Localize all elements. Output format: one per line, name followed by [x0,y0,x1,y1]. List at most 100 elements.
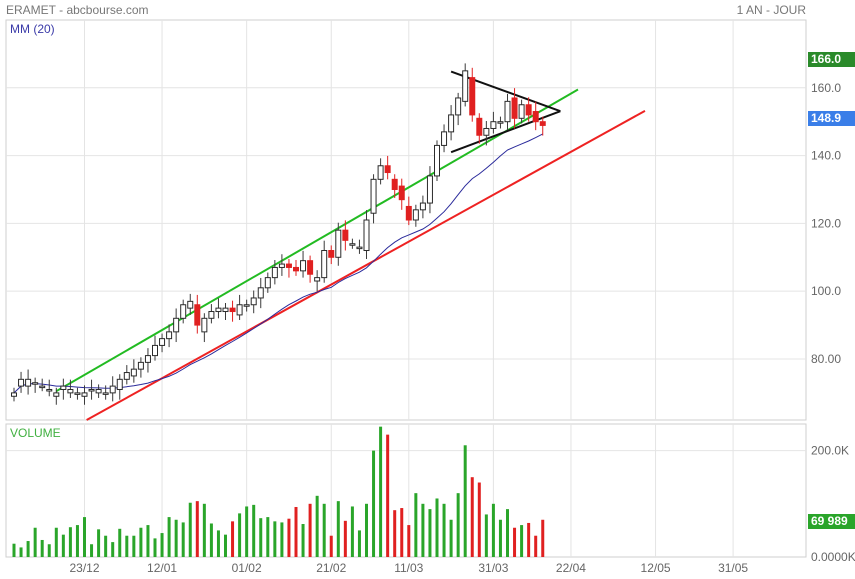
moving-average-line [13,133,544,394]
volume-bar [322,503,326,557]
candle-body [166,331,173,340]
volume-bar [174,519,178,557]
volume-bar [365,503,368,557]
volume-bar [181,522,185,557]
candle-body [328,250,335,258]
volume-bar [386,434,390,557]
candle-body [405,205,412,221]
volume-bar [167,517,171,557]
volume-bar [407,525,411,557]
volume-bar [280,522,284,557]
candle-body [412,209,419,221]
candle-body [109,385,116,394]
y-tick-label: 140.0 [811,149,841,163]
x-tick-label: 31/05 [718,561,748,575]
y-tick-label: 80.00 [811,352,841,366]
candle-body [187,300,194,309]
volume-bar [308,503,312,557]
volume-bar [259,518,263,557]
volume-bar [498,519,502,557]
candle-body [74,392,81,395]
volume-bar [104,535,108,557]
x-tick-label: 12/01 [147,561,177,575]
volume-bar [252,504,256,557]
volume-bar [513,527,517,557]
candle-body [363,219,370,252]
candle-body [532,111,539,123]
y-tick-label: 160.0 [811,81,841,95]
candle-body [11,392,17,397]
candle-body [201,317,208,333]
last-volume-tag: 69 989 [808,514,855,529]
y-tick-label: 100.0 [811,284,841,298]
candle-body [497,121,504,124]
volume-bar [61,534,65,557]
candle-body [88,388,95,392]
candle-body [377,165,384,180]
candle-body [243,304,250,307]
candle-body [349,243,356,246]
volume-bar [209,523,213,557]
volume-bar [463,445,467,557]
x-tick-label: 23/12 [69,561,99,575]
trend-lines [55,70,646,421]
candle-body [293,266,299,272]
volume-bar [470,477,474,557]
candle-body [285,263,292,268]
volume-bar [456,493,460,557]
candle-body [441,131,448,146]
volume-bar [83,517,86,557]
volume-bar [449,519,453,557]
candle-body [95,388,102,394]
volume-bar [527,522,531,557]
candle-body [314,277,321,282]
candle-body [18,378,25,387]
candle-body [539,121,546,126]
volume-bar [132,535,136,557]
volume-bar [273,521,277,557]
volume-bar [40,539,44,557]
volume-bar [442,503,446,557]
candle-body [384,165,391,174]
high-price-tag: 166.0 [808,52,855,67]
candle-body [144,355,151,363]
candle-body [137,361,144,370]
candle-body [229,307,236,313]
lower-trend-line [86,109,646,421]
volume-bar [294,506,298,557]
volume-tick-label: 200.0K [811,444,849,458]
volume-bar [491,503,495,557]
volume-bar [90,544,94,557]
candle-body [525,104,532,116]
candle-body [278,263,285,268]
x-tick-label: 22/04 [556,561,586,575]
volume-bar [506,509,509,557]
volume-bar [54,527,58,557]
volume-bar [118,528,122,557]
candle-body [490,121,497,129]
volume-bar [329,535,333,557]
volume-bar [231,521,235,557]
candle-body [335,229,342,258]
candle-body [271,266,278,279]
moving-average-layer [13,133,544,394]
volume-bar [195,501,199,557]
candle-body [159,338,166,346]
candle-body [67,388,74,394]
volume-bar [75,525,79,557]
volume-bar [287,518,291,557]
volume-bar [428,509,432,557]
candle-body [152,344,158,357]
volume-bar [19,547,23,557]
candle-body [102,392,109,395]
candle-body [504,100,511,123]
volume-bar [224,534,227,557]
period-selector[interactable]: 1 AN - JOUR [736,3,806,17]
x-tick-label: 31/03 [478,561,508,575]
volume-bar [245,506,249,557]
volume-bar [372,450,376,557]
moving-average-label: MM (20) [10,22,55,36]
candle-body [448,114,455,133]
volume-bar [477,482,481,557]
